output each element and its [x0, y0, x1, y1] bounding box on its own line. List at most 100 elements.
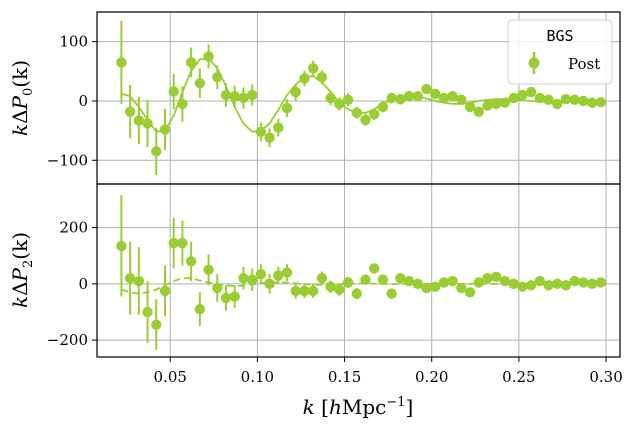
- top-data-point: [133, 115, 145, 126]
- xtick-label: 0.05: [154, 368, 187, 386]
- top-data-point: [412, 91, 423, 102]
- xlabel-unit: Mpc: [342, 395, 386, 419]
- top-data-point: [246, 89, 258, 101]
- bottom-y-axis-label: kΔP2(k): [8, 232, 36, 308]
- top-data-point: [168, 86, 179, 97]
- bot-model-curve: [121, 277, 601, 295]
- bot-data-point: [246, 274, 258, 285]
- top-y-ticks: 100 0 −100: [47, 33, 97, 169]
- top-ylabel-sub: 0: [21, 88, 36, 96]
- legend: BGS Post: [507, 19, 613, 85]
- xlabel-h: h: [329, 395, 342, 419]
- bot-data-point: [491, 271, 502, 283]
- top-ylabel-main: P: [8, 95, 32, 110]
- bot-data-point: [447, 275, 458, 287]
- bot-ytick-label: −200: [47, 331, 88, 349]
- xlabel-close: ]: [406, 395, 414, 419]
- top-data-point: [151, 146, 162, 157]
- top-ytick-label: 100: [59, 33, 88, 51]
- bottom-y-ticks: 200 0 −200: [47, 219, 97, 349]
- xtick-label: 0.15: [328, 368, 361, 386]
- legend-point-marker: [528, 57, 540, 69]
- top-data-point: [212, 72, 223, 83]
- bottom-panel: 200 0 −200 0.05 0.10 0.15 0.20 0.25 0.30 kΔP2(k…: [8, 183, 623, 419]
- bot-data-point: [534, 275, 546, 287]
- bot-data-point: [177, 237, 188, 249]
- top-data-point: [351, 107, 362, 119]
- top-ytick-label: −100: [47, 151, 88, 169]
- top-data-point: [438, 92, 450, 104]
- bot-data-point: [299, 285, 310, 297]
- bot-data-point: [482, 273, 493, 284]
- top-data-point: [203, 51, 214, 62]
- xtick-label: 0.10: [241, 368, 274, 386]
- top-data-point: [299, 73, 310, 84]
- bot-data-point: [342, 277, 354, 288]
- bot-data-point: [124, 273, 136, 284]
- top-data-point: [552, 98, 563, 110]
- bot-data-point: [168, 237, 179, 249]
- bot-data-point: [360, 274, 371, 285]
- top-data-point: [482, 100, 493, 111]
- bot-data-point: [316, 273, 328, 284]
- top-data-point: [368, 108, 380, 120]
- top-data-point: [177, 98, 188, 110]
- xtick-label: 0.20: [415, 368, 448, 386]
- bot-data-point: [430, 281, 441, 292]
- top-data-point: [430, 88, 441, 100]
- bot-ytick-label: 200: [59, 219, 88, 237]
- bottom-ylabel-tail: (k): [8, 232, 32, 260]
- top-data-point: [569, 94, 580, 105]
- bot-data-point: [238, 273, 249, 284]
- top-data-point: [499, 97, 511, 108]
- bot-data-point: [525, 280, 537, 291]
- top-data-point: [264, 132, 275, 143]
- top-panel: 100 0 −100 kΔP0(k) BGS Post: [8, 11, 621, 185]
- bot-data-point: [116, 240, 127, 252]
- top-data-points: [116, 20, 607, 176]
- bot-data-point: [517, 281, 528, 292]
- bot-data-point: [194, 303, 206, 315]
- bottom-grid: [97, 184, 620, 357]
- top-data-point: [325, 92, 336, 104]
- bottom-axes-frame: [96, 183, 621, 358]
- bot-data-point: [334, 284, 345, 295]
- bot-data-point: [133, 275, 145, 287]
- bot-data-point: [421, 282, 432, 294]
- top-data-point: [586, 97, 598, 108]
- bot-data-point: [456, 282, 467, 294]
- top-data-point: [360, 114, 371, 126]
- top-data-point: [517, 89, 528, 101]
- bot-data-point: [377, 274, 389, 285]
- bot-data-point: [508, 278, 519, 290]
- top-data-point: [238, 92, 249, 104]
- bot-data-point: [464, 287, 476, 298]
- top-data-point: [255, 126, 267, 138]
- top-data-point: [525, 86, 537, 98]
- bot-data-point: [368, 263, 380, 274]
- top-data-point: [534, 92, 546, 104]
- bot-data-point: [412, 278, 423, 290]
- bot-data-point: [552, 278, 563, 290]
- top-data-point: [159, 124, 171, 135]
- top-data-point: [456, 94, 467, 105]
- bot-data-point: [220, 292, 232, 304]
- bot-data-point: [255, 268, 267, 280]
- bot-data-point: [151, 319, 162, 330]
- bottom-ylabel-main: P: [8, 267, 32, 282]
- top-data-point: [229, 91, 240, 102]
- bot-data-point: [264, 278, 275, 290]
- top-data-point: [307, 63, 319, 74]
- bot-data-point: [403, 275, 415, 287]
- x-axis-label: k [hMpc−1]: [303, 395, 414, 419]
- top-data-point: [473, 106, 484, 117]
- bot-data-point: [142, 306, 153, 318]
- top-y-axis-label: kΔP0(k): [8, 60, 36, 136]
- top-data-point: [386, 92, 397, 104]
- bot-data-point: [307, 285, 319, 297]
- top-data-point: [342, 94, 354, 105]
- bot-ytick-label: 0: [78, 275, 88, 293]
- top-data-point: [508, 92, 519, 104]
- bot-data-point: [203, 264, 214, 275]
